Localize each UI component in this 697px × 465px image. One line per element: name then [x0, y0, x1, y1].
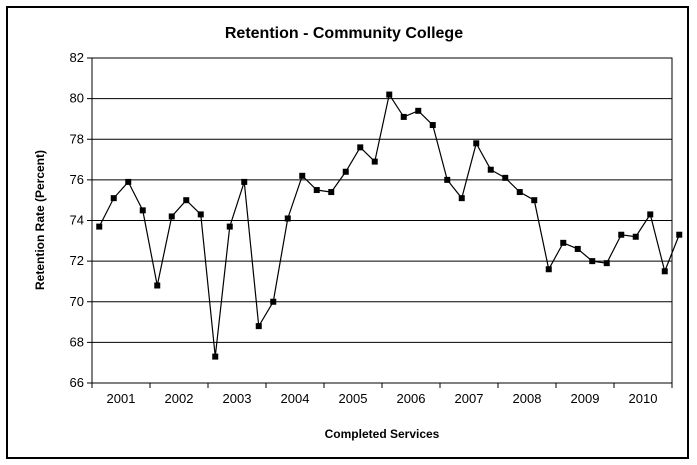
- data-point: [661, 268, 668, 275]
- x-tick-label: 2002: [165, 391, 194, 406]
- y-tick-label: 82: [70, 50, 84, 65]
- data-point: [371, 158, 378, 165]
- y-tick-label: 74: [70, 213, 84, 228]
- data-point: [458, 195, 465, 202]
- data-point: [197, 211, 204, 218]
- data-point: [357, 144, 364, 151]
- data-point: [212, 353, 219, 360]
- y-tick-label: 80: [70, 91, 84, 106]
- data-point: [676, 231, 683, 238]
- series-line: [98, 93, 680, 357]
- x-tick-label: 2007: [455, 391, 484, 406]
- x-tick-label: 2010: [629, 391, 658, 406]
- data-point: [386, 91, 393, 98]
- y-tick-label: 72: [70, 253, 84, 268]
- y-tick-label: 68: [70, 334, 84, 349]
- chart-title: Retention - Community College: [225, 25, 463, 42]
- data-point: [342, 168, 349, 175]
- data-point: [255, 323, 262, 330]
- data-point: [154, 282, 161, 289]
- x-tick-label: 2006: [397, 391, 426, 406]
- data-point: [632, 233, 639, 240]
- data-point: [589, 258, 596, 265]
- data-point: [168, 213, 175, 220]
- x-axis-label: Completed Services: [325, 427, 440, 441]
- y-tick-label: 70: [70, 294, 84, 309]
- data-point: [647, 211, 654, 218]
- data-point: [516, 189, 523, 196]
- data-point: [502, 174, 509, 181]
- data-point: [574, 245, 581, 252]
- x-tick-label: 2005: [339, 391, 368, 406]
- data-point: [618, 231, 625, 238]
- data-point: [270, 298, 277, 305]
- x-tick-label: 2001: [107, 391, 136, 406]
- data-point: [444, 176, 451, 183]
- data-point: [429, 122, 436, 129]
- data-point: [415, 107, 422, 114]
- data-point: [125, 178, 132, 185]
- y-tick-label: 76: [70, 172, 84, 187]
- data-point: [603, 260, 610, 267]
- data-point: [328, 189, 335, 196]
- y-axis-label: Retention Rate (Percent): [33, 150, 47, 290]
- y-axis-ticks: 66 68 70 72 74 76 78 80 82: [70, 50, 92, 390]
- x-tick-label: 2008: [513, 391, 542, 406]
- data-point: [545, 266, 552, 273]
- x-tick-label: 2003: [223, 391, 252, 406]
- data-point: [313, 187, 320, 194]
- data-point: [299, 172, 306, 179]
- data-point: [139, 207, 146, 214]
- data-point: [400, 113, 407, 120]
- data-point: [110, 195, 117, 202]
- data-point: [183, 197, 190, 204]
- x-axis-ticks: 2001 2002 2003 2004 2005 2006 2007 2008 2009 2010: [91, 383, 673, 406]
- data-point: [473, 140, 480, 147]
- gridlines: [92, 98, 672, 343]
- data-point: [226, 223, 233, 230]
- data-point: [531, 197, 538, 204]
- x-tick-label: 2004: [281, 391, 310, 406]
- data-markers: [96, 91, 683, 360]
- y-tick-label: 78: [70, 131, 84, 146]
- data-point: [284, 215, 291, 222]
- x-tick-label: 2009: [571, 391, 600, 406]
- data-point: [487, 166, 494, 173]
- data-point: [96, 223, 103, 230]
- data-point: [560, 239, 567, 246]
- y-tick-label: 66: [70, 375, 84, 390]
- data-point: [241, 178, 248, 185]
